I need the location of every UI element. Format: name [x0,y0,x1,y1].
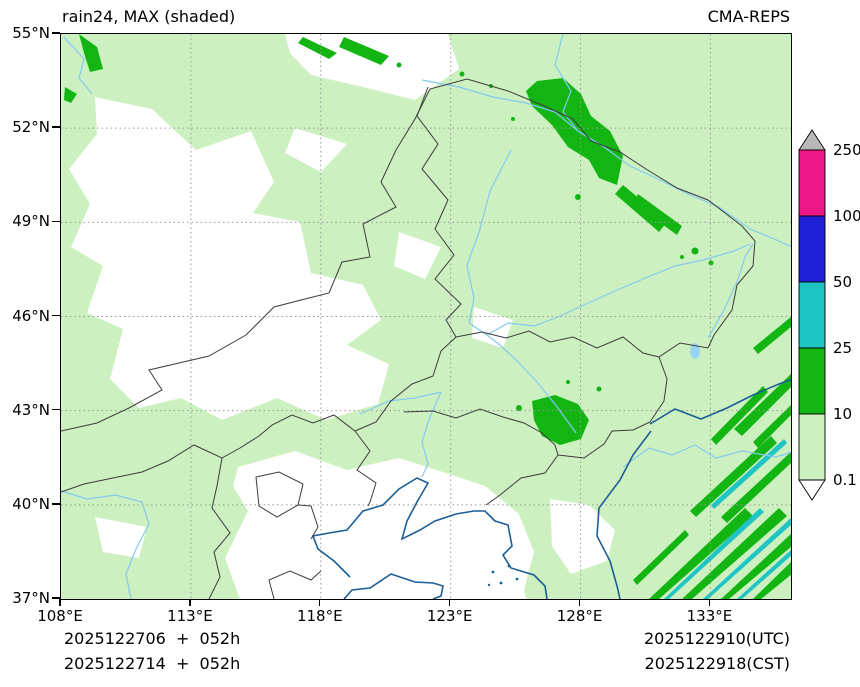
map-canvas [60,33,792,600]
y-tick-mark [52,126,60,128]
moderate-rain-shading [64,34,791,599]
heavy-rain-shading [664,439,791,599]
y-tick-mark [52,220,60,223]
colorbar-scale [798,129,826,501]
x-tick-label: 133°E [686,607,733,625]
coastline-layer [311,378,791,599]
x-tick-label: 123°E [426,607,473,625]
colorbar-level-label: 100 [833,207,860,225]
chart-title: rain24, MAX (shaded) [62,7,236,26]
model-name: CMA-REPS [707,7,790,26]
y-tick-label: 40°N [12,494,50,513]
x-tick-label: 108°E [37,607,83,625]
x-tick-label: 128°E [556,607,603,625]
init-time-utc: 2025122706 + 052h [64,629,241,648]
init-time-cst: 2025122714 + 052h [64,654,241,673]
lat-lon-gridlines [61,34,791,599]
map-svg [61,34,791,599]
islands [487,564,519,587]
colorbar-level-label: 10 [833,405,853,423]
x-tick-mark [189,599,191,606]
x-tick-label: 118°E [296,607,343,625]
y-tick-label: 52°N [12,118,50,137]
y-tick-mark [52,314,60,317]
y-tick-mark [52,503,60,505]
init-time-block: 2025122706 + 052h 2025122714 + 052h [64,626,240,676]
colorbar-level-label: 25 [833,339,853,357]
rivers-layer [61,34,791,599]
x-tick-mark [578,599,581,606]
x-tick-label: 113°E [167,607,213,625]
y-tick-mark [52,408,60,411]
x-tick-mark [319,599,321,606]
colorbar [798,129,826,501]
valid-time-cst: 2025122918(CST) [644,654,790,673]
y-tick-label: 55°N [12,24,50,42]
boundaries-layer [61,78,756,599]
y-tick-label: 43°N [12,400,50,419]
lake [690,343,700,359]
colorbar-level-label: 250 [833,141,860,159]
y-tick-label: 37°N [12,589,50,607]
valid-time-block: 2025122910(UTC) 2025122918(CST) [644,626,790,676]
x-tick-mark [708,599,711,606]
x-tick-mark [448,599,451,606]
y-tick-label: 46°N [12,306,50,325]
colorbar-level-label: 50 [833,273,853,291]
x-tick-mark [59,599,61,606]
y-tick-label: 49°N [12,212,50,231]
y-tick-mark [52,32,60,34]
valid-time-utc: 2025122910(UTC) [644,629,790,648]
y-tick-mark [52,597,60,599]
colorbar-level-label: 0.1 [833,471,857,489]
